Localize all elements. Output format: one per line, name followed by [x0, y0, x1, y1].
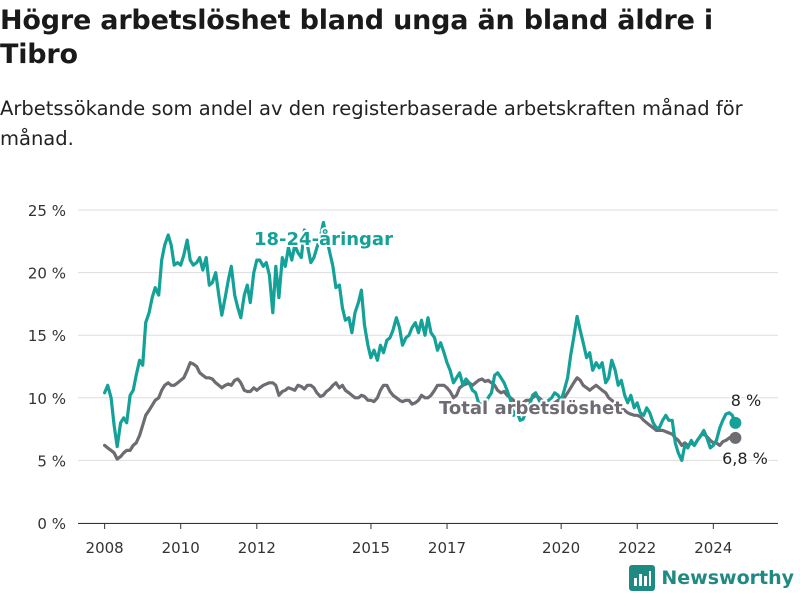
youth-series-line [103, 220, 737, 462]
x-tick-label: 2022 [618, 539, 656, 557]
x-tick-label: 2017 [428, 539, 466, 557]
chart-title: Högre arbetslöshet bland unga än bland ä… [0, 5, 713, 70]
x-tick-label: 2010 [162, 539, 200, 557]
youth-series-label: 18-24-åringar [254, 228, 393, 250]
brand-logo: Newsworthy [629, 564, 794, 592]
total-series-label: Total arbetslöshet [439, 398, 623, 419]
x-tick-label: 2024 [694, 539, 732, 557]
y-tick-label: 20 % [28, 265, 66, 283]
y-tick-label: 25 % [28, 202, 66, 220]
bar-chart-logo-icon [629, 565, 656, 591]
y-tick-label: 15 % [28, 327, 66, 345]
x-tick-label: 2020 [542, 539, 580, 557]
x-tick-label: 2012 [238, 539, 276, 557]
x-tick-label: 2015 [352, 539, 390, 557]
youth-end-marker [729, 416, 742, 429]
x-tick-label: 2008 [86, 539, 124, 557]
y-tick-label: 0 % [37, 515, 66, 533]
total-series-line [103, 361, 737, 461]
total-end-marker [729, 431, 742, 444]
total-end-value-label: 6,8 % [722, 449, 768, 468]
y-tick-label: 10 % [28, 390, 66, 408]
brand-name: Newsworthy [661, 567, 794, 589]
chart-subtitle: Arbetssökande som andel av den registerb… [0, 97, 743, 150]
y-tick-label: 5 % [37, 452, 66, 470]
youth-end-value-label: 8 % [731, 391, 761, 410]
